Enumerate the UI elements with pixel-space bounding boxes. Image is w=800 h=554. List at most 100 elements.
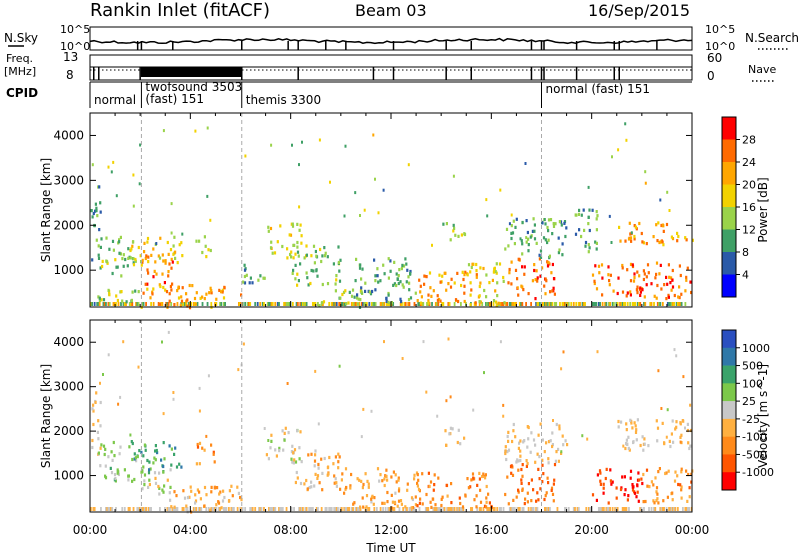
data-cell [356, 293, 359, 297]
freq-axis-top: 13 [63, 50, 78, 64]
data-cell [386, 478, 389, 482]
data-cell [539, 249, 543, 253]
data-cell [148, 468, 151, 472]
data-cell [296, 222, 299, 226]
data-cell [174, 256, 177, 260]
data-cell [251, 281, 254, 285]
data-cell [368, 290, 371, 294]
data-cell [166, 302, 169, 306]
data-cell [298, 457, 301, 461]
data-cell [585, 507, 588, 511]
data-cell [489, 304, 492, 308]
data-cell [222, 302, 225, 306]
data-cell [520, 284, 523, 288]
data-cell [306, 487, 309, 491]
data-cell [390, 493, 393, 497]
data-cell [244, 507, 247, 511]
data-cell [210, 291, 213, 295]
data-cell [655, 261, 659, 265]
colorbar-tick-label: 8 [742, 246, 749, 259]
data-cell [595, 247, 598, 251]
data-cell [166, 478, 169, 482]
data-cell [478, 302, 481, 306]
data-cell [245, 273, 248, 277]
data-cell [661, 302, 664, 306]
data-cell [212, 507, 215, 511]
data-cell [293, 448, 297, 452]
data-cell [675, 302, 678, 306]
data-cell [460, 283, 463, 288]
data-cell [611, 155, 613, 159]
data-cell [414, 503, 417, 507]
data-cell [413, 477, 416, 481]
data-cell [426, 507, 428, 511]
data-cell [311, 507, 314, 511]
data-cell [193, 296, 197, 301]
data-cell [128, 255, 131, 259]
data-cell [390, 475, 393, 479]
data-cell [397, 478, 400, 482]
data-cell [137, 302, 140, 306]
data-cell [539, 255, 543, 259]
data-cell [551, 289, 554, 293]
data-cell [363, 208, 366, 212]
data-cell [668, 507, 670, 511]
data-cell [127, 507, 130, 511]
data-cell [315, 254, 318, 258]
data-cell [628, 448, 631, 452]
data-cell [198, 490, 201, 494]
data-cell [397, 489, 401, 493]
data-cell [496, 294, 499, 298]
data-cell [300, 234, 303, 238]
data-cell [527, 425, 530, 430]
data-cell [543, 218, 546, 221]
data-cell [200, 507, 203, 511]
data-cell [326, 282, 330, 286]
data-cell [113, 473, 117, 477]
data-cell [132, 204, 135, 208]
data-cell [646, 484, 649, 488]
data-cell [595, 228, 598, 232]
data-cell [495, 304, 498, 308]
data-cell [406, 268, 409, 272]
data-cell [243, 281, 247, 285]
data-cell [137, 507, 140, 511]
data-cell [690, 480, 693, 484]
data-cell [338, 364, 341, 368]
data-cell [201, 250, 204, 255]
data-cell [689, 280, 692, 284]
data-cell [275, 454, 278, 458]
data-cell [327, 472, 330, 476]
data-cell [547, 440, 551, 444]
data-cell [160, 458, 163, 462]
data-cell [167, 274, 170, 278]
data-cell [486, 302, 489, 306]
data-cell [352, 502, 355, 506]
data-cell [441, 495, 444, 499]
data-cell [310, 485, 313, 489]
data-cell [686, 428, 689, 433]
data-cell [344, 144, 347, 148]
data-cell [384, 507, 387, 511]
data-cell [127, 478, 130, 482]
freq-label: Freq. [6, 52, 33, 65]
data-cell [137, 290, 140, 294]
data-cell [162, 129, 165, 133]
data-cell [111, 239, 115, 243]
data-cell [485, 500, 488, 504]
data-cell [577, 212, 581, 216]
data-cell [686, 422, 689, 426]
data-cell [629, 469, 633, 473]
data-cell [353, 295, 356, 299]
data-cell [606, 507, 609, 511]
data-cell [623, 302, 625, 306]
data-cell [357, 507, 359, 511]
data-cell [404, 507, 407, 511]
data-cell [549, 439, 552, 443]
data-cell [639, 302, 642, 306]
data-cell [473, 498, 476, 502]
velocity-cpid-markers [140, 320, 542, 512]
data-cell [236, 485, 239, 489]
data-cell [659, 302, 662, 306]
data-cell [114, 477, 117, 481]
